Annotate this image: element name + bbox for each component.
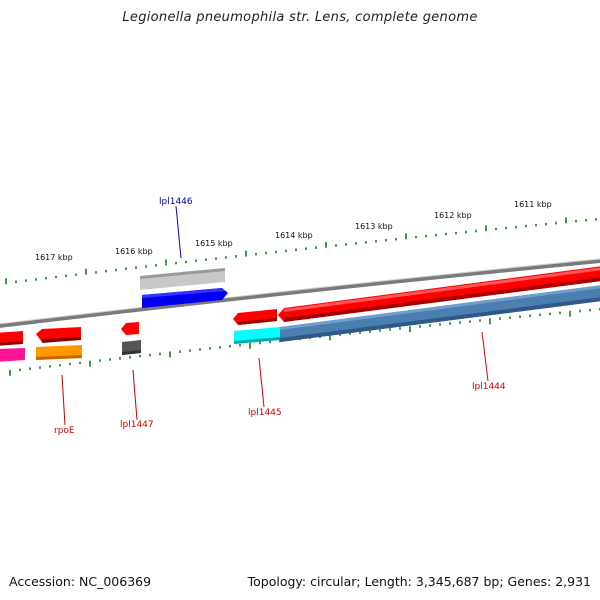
tick-label: 1613 kbp	[355, 222, 393, 231]
genome-backbone-highlight	[0, 258, 600, 325]
gene-lpl1445-upper[interactable]	[233, 309, 277, 325]
gene-feature-left-magenta[interactable]	[0, 348, 25, 362]
gene-label[interactable]: lpl1444	[472, 382, 506, 392]
gene-feature-left-red[interactable]	[0, 331, 23, 346]
map-title: Legionella pneumophila str. Lens, comple…	[122, 10, 478, 25]
gene-label[interactable]: lpl1447	[120, 420, 154, 430]
genome-backbone	[0, 258, 600, 328]
leader-line-lpl1444	[481, 331, 489, 382]
leader-line-lpl1445	[258, 357, 265, 408]
tick-label: 1617 kbp	[35, 253, 73, 262]
gene-rpoE-upper[interactable]	[36, 327, 81, 343]
tick-label: 1611 kbp	[514, 200, 552, 209]
gene-lpl1446[interactable]	[142, 288, 228, 308]
tick-label: 1614 kbp	[275, 231, 313, 240]
tick-label: 1612 kbp	[434, 211, 472, 220]
gene-label[interactable]: lpl1445	[248, 408, 282, 418]
leader-line-rpoE	[61, 374, 66, 426]
outer-tick-ring	[5, 217, 597, 285]
tick-label: 1616 kbp	[115, 247, 153, 256]
gene-lpl1446-shadow[interactable]	[140, 268, 225, 290]
genome-summary-text: Topology: circular; Length: 3,345,687 bp…	[247, 574, 591, 589]
gene-lpl1447[interactable]	[122, 340, 141, 355]
gene-long-red[interactable]	[278, 265, 600, 322]
accession-text: Accession: NC_006369	[9, 574, 152, 589]
gene-lpl1445[interactable]	[234, 327, 280, 344]
gene-rpoE[interactable]	[36, 345, 82, 360]
gene-label[interactable]: rpoE	[54, 426, 75, 436]
leader-line-lpl1447	[132, 369, 138, 421]
gene-label[interactable]: lpl1446	[159, 197, 193, 207]
gene-lpl1444[interactable]	[280, 284, 600, 342]
tick-label: 1615 kbp	[195, 239, 233, 248]
leader-line-lpl1446	[175, 205, 182, 259]
gene-lpl1447-upper[interactable]	[121, 322, 139, 335]
